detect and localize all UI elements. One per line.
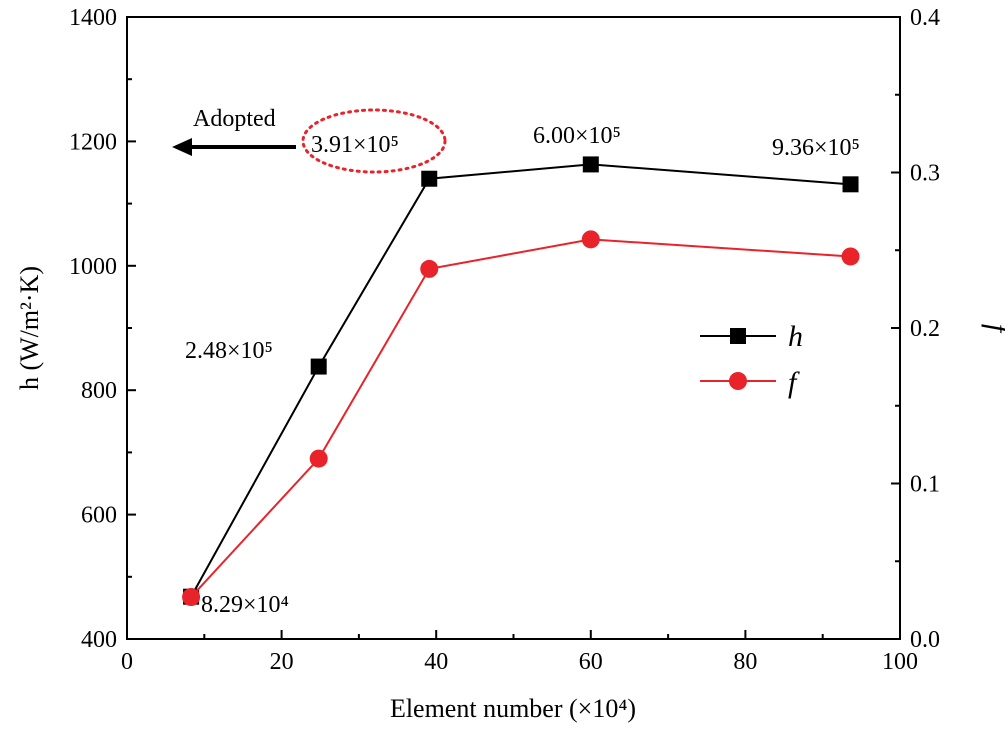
series-f-point	[420, 259, 439, 278]
series-h-point	[842, 176, 859, 193]
legend-h-marker	[730, 328, 746, 344]
point-label-4: 6.00×10⁵	[533, 123, 621, 149]
point-label-2: 2.48×10⁵	[185, 338, 273, 364]
adopted-label: Adopted	[193, 106, 276, 132]
point-label-5: 9.36×10⁵	[772, 135, 860, 161]
point-label-3: 3.91×10⁵	[311, 132, 399, 158]
x-tick-label: 100	[882, 649, 918, 675]
series-h-point	[582, 156, 599, 173]
y2-tick-label: 0.0	[910, 627, 940, 653]
y-axis-title: h (W/m²·K)	[15, 266, 44, 390]
y2-tick-label: 0.1	[910, 472, 940, 498]
x-axis-title: Element number (×10⁴)	[390, 694, 636, 723]
tick-labels: 0 20 40 60 80 100 400 600 800 1000 1200 1400 0.0 0.1 0…	[69, 5, 940, 675]
series-f-point	[182, 588, 201, 607]
legend-f-label: f	[788, 366, 800, 399]
legend-h-label: h	[788, 320, 803, 353]
x-tick-label: 40	[424, 649, 448, 675]
adopted-arrow-head	[172, 138, 192, 156]
series-f	[182, 230, 860, 607]
y2-tick-label: 0.3	[910, 161, 940, 187]
y-tick-label: 1400	[69, 5, 117, 31]
y-tick-label: 1200	[69, 129, 117, 155]
y-tick-label: 600	[81, 503, 117, 529]
series-f-point	[309, 449, 328, 468]
point-label-1: 8.29×10⁴	[201, 592, 289, 618]
series-f-point	[841, 247, 860, 266]
y2-axis-title: f	[981, 324, 1005, 336]
y-tick-label: 800	[81, 378, 117, 404]
legend-f-marker	[729, 372, 747, 390]
y2-tick-label: 0.2	[910, 316, 940, 342]
annotations: Adopted 8.29×10⁴ 2.48×10⁵ 3.91×10⁵ 6.00×…	[172, 106, 860, 618]
series-h-point	[421, 170, 438, 187]
x-tick-label: 20	[270, 649, 294, 675]
series-h-point	[310, 358, 327, 375]
y2-tick-label: 0.4	[910, 5, 940, 31]
series-f-point	[581, 230, 600, 249]
adopted-highlight-circle	[301, 108, 447, 174]
x-tick-label: 60	[579, 649, 603, 675]
y-tick-label: 400	[81, 627, 117, 653]
axis-ticks	[126, 16, 901, 640]
x-tick-label: 80	[733, 649, 757, 675]
x-tick-label: 0	[121, 649, 133, 675]
legend: h f	[700, 320, 803, 399]
y-tick-label: 1000	[69, 254, 117, 280]
